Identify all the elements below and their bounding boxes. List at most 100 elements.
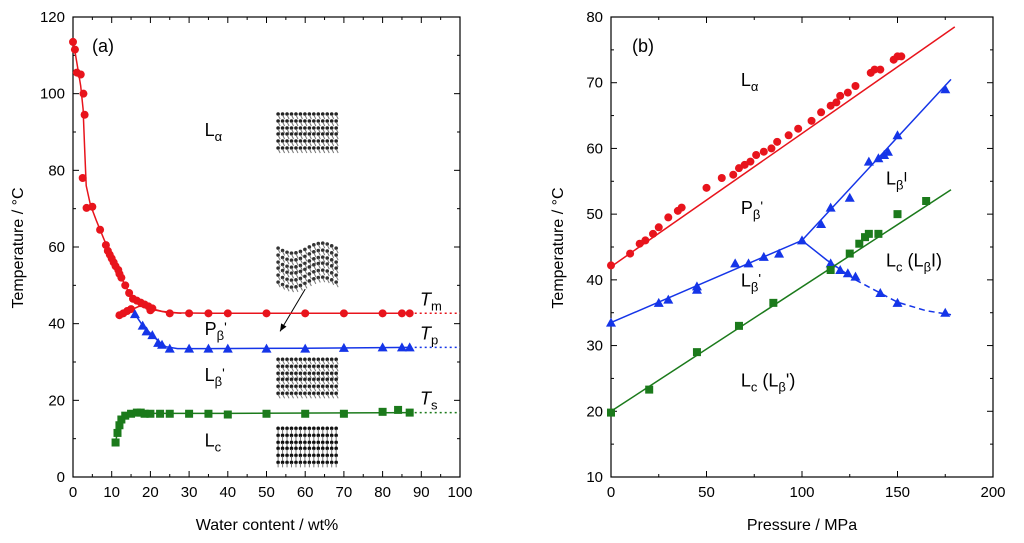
headgroup (325, 391, 330, 396)
headgroup (312, 446, 316, 451)
panel-b-ylabel: Temperature / °C (550, 187, 567, 308)
tail (308, 267, 312, 273)
tail (335, 387, 339, 392)
tail (322, 114, 326, 120)
tail (277, 148, 281, 154)
tail (326, 264, 330, 270)
headgroup (320, 377, 325, 382)
headgroup (325, 242, 330, 246)
headgroup (320, 241, 325, 246)
headgroup (285, 426, 289, 431)
headgroup (334, 266, 338, 270)
data-point (129, 309, 140, 319)
tail (295, 273, 299, 279)
headgroup (312, 270, 316, 274)
tail (313, 121, 317, 127)
tail (317, 258, 321, 263)
series-1 (607, 26, 956, 270)
headgroup (312, 243, 316, 247)
tail (317, 141, 321, 147)
tail (299, 259, 303, 264)
headgroup (329, 364, 334, 369)
tail (282, 258, 286, 263)
data-point (717, 174, 726, 182)
tail (317, 380, 321, 385)
headgroup (294, 139, 298, 143)
headgroup (303, 453, 307, 458)
headgroup (298, 256, 303, 261)
headgroup (289, 132, 294, 136)
series-line (610, 26, 956, 268)
tail (291, 114, 294, 120)
headgroup (298, 371, 303, 376)
tail (277, 282, 281, 288)
data-point (825, 202, 836, 212)
panel-a-xlabel: Water content / wt% (196, 517, 339, 534)
headgroup (285, 357, 289, 362)
series-3 (801, 239, 952, 317)
headgroup (303, 391, 307, 396)
headgroup (298, 146, 303, 150)
headgroup (294, 119, 298, 123)
tail (322, 270, 326, 276)
tail (277, 380, 281, 385)
tail (313, 114, 317, 120)
headgroup (316, 146, 321, 150)
headgroup (276, 119, 280, 123)
headgroup (325, 269, 330, 273)
headgroup (303, 274, 307, 279)
data-point (851, 82, 860, 90)
headgroup (325, 249, 330, 253)
data-point (874, 229, 883, 238)
headgroup (316, 377, 321, 382)
tail (299, 394, 303, 399)
headgroup (294, 440, 298, 445)
headgroup (325, 276, 330, 280)
data-point (156, 409, 165, 418)
tail (291, 374, 294, 379)
headgroup (320, 139, 325, 143)
headgroup (316, 391, 321, 396)
data-point (663, 294, 674, 304)
headgroup (329, 244, 334, 248)
headgroup (325, 357, 330, 362)
headgroup (298, 263, 303, 268)
region-label: Pβ' (741, 198, 763, 222)
tail (326, 121, 330, 127)
tail (335, 148, 339, 154)
headgroup (325, 256, 330, 260)
headgroup (329, 357, 334, 362)
headgroup (320, 268, 325, 273)
tail (291, 394, 294, 399)
data-point (897, 52, 906, 61)
tail (299, 367, 303, 372)
tail (331, 367, 335, 372)
tail (304, 277, 308, 282)
data-point (922, 197, 931, 205)
headgroup (316, 255, 321, 260)
x-tick-label: 40 (219, 484, 236, 501)
tail (282, 134, 286, 140)
data-point (137, 320, 148, 330)
headgroup (294, 285, 298, 289)
headgroup (320, 384, 325, 389)
tail (322, 360, 326, 365)
tail (308, 274, 312, 280)
tail (295, 121, 299, 127)
tail (286, 387, 290, 392)
headgroup (307, 259, 312, 263)
y-tick-label: 80 (48, 162, 65, 179)
region-label: Lβ' (741, 270, 761, 294)
tail (335, 282, 339, 288)
tail (335, 360, 339, 365)
data-point (115, 421, 124, 430)
tail (313, 272, 317, 278)
headgroup (312, 453, 316, 458)
headgroup (303, 426, 307, 431)
headgroup (303, 139, 307, 143)
headgroup (334, 426, 338, 431)
headgroup (307, 391, 312, 396)
tail (313, 360, 317, 365)
panel-b-label: (b) (632, 36, 654, 56)
tail (291, 260, 294, 266)
